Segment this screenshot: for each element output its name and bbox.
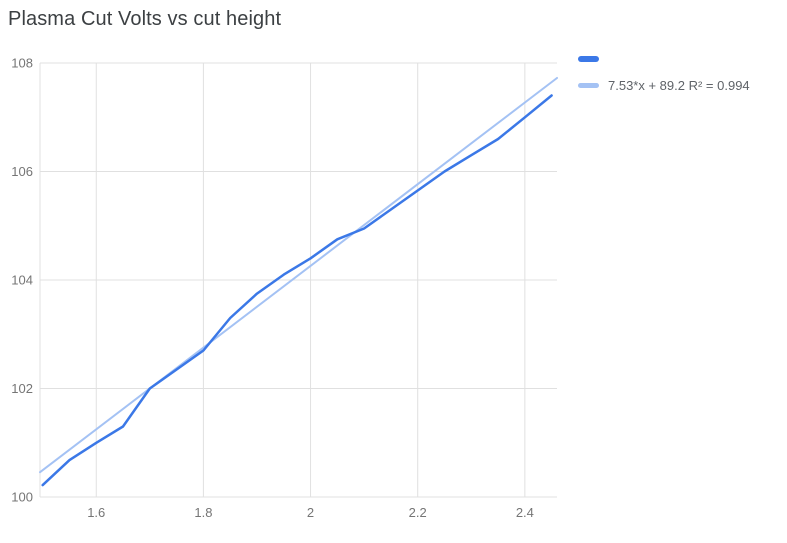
x-tick-label: 1.8 [194, 505, 212, 520]
y-tick-label: 106 [11, 164, 33, 179]
legend-item-series[interactable] [578, 56, 750, 62]
series-color-swatch [578, 56, 599, 62]
trendline-legend-label: 7.53*x + 89.2 R² = 0.994 [608, 78, 750, 93]
legend: 7.53*x + 89.2 R² = 0.994 [578, 56, 750, 93]
x-tick-label: 1.6 [87, 505, 105, 520]
y-tick-label: 108 [11, 56, 33, 71]
series-line[interactable] [41, 94, 553, 487]
trendline[interactable] [39, 76, 558, 474]
x-tick-label: 2.2 [409, 505, 427, 520]
legend-item-trendline[interactable]: 7.53*x + 89.2 R² = 0.994 [578, 78, 750, 93]
x-tick-label: 2 [307, 505, 314, 520]
x-tick-label: 2.4 [516, 505, 534, 520]
y-tick-label: 100 [11, 490, 33, 505]
y-tick-label: 102 [11, 381, 33, 396]
y-tick-label: 104 [11, 273, 33, 288]
trendline-color-swatch [578, 83, 599, 88]
chart-title: Plasma Cut Volts vs cut height [8, 8, 282, 30]
